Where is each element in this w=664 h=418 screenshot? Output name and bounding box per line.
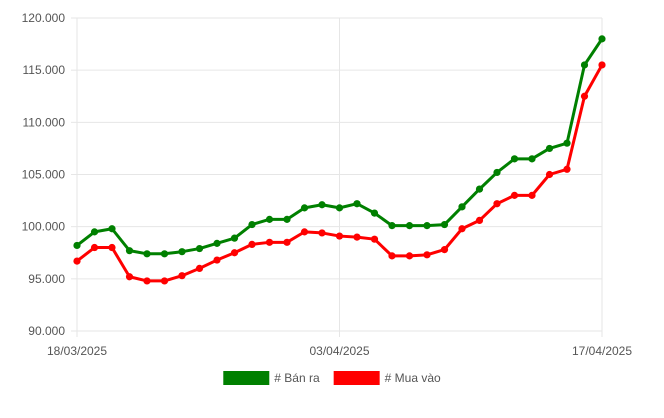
data-point[interactable] [230, 249, 239, 257]
series-mua-vao [73, 61, 606, 285]
y-tick-label: 105.000 [22, 168, 66, 182]
data-point[interactable] [388, 252, 396, 260]
data-point[interactable] [405, 222, 414, 230]
data-point[interactable] [458, 203, 466, 211]
data-point[interactable] [178, 248, 186, 256]
data-point[interactable] [213, 239, 221, 247]
x-tick-label: 03/04/2025 [309, 344, 369, 358]
data-point[interactable] [125, 273, 134, 281]
data-point[interactable] [370, 235, 379, 243]
legend-label: # Mua vào [385, 371, 441, 385]
data-point[interactable] [458, 225, 466, 233]
data-point[interactable] [598, 35, 606, 43]
data-point[interactable] [265, 215, 274, 223]
data-point[interactable] [90, 228, 99, 236]
data-point[interactable] [335, 204, 344, 212]
legend-label: # Bán ra [274, 371, 320, 385]
y-tick-label: 120.000 [22, 11, 66, 25]
y-tick-label: 115.000 [23, 63, 66, 77]
data-point[interactable] [73, 257, 81, 265]
axes: 90.000 95.000 100.000 105.000 110.000 115.000… [22, 11, 633, 358]
data-point[interactable] [580, 61, 589, 69]
data-point[interactable] [423, 251, 431, 259]
data-point[interactable] [493, 168, 501, 177]
x-tick-label: 17/04/2025 [572, 344, 632, 358]
y-tick-label: 95.000 [28, 272, 65, 286]
data-point[interactable] [493, 200, 501, 208]
data-point[interactable] [143, 250, 151, 258]
data-point[interactable] [283, 215, 291, 223]
data-point[interactable] [230, 234, 239, 242]
data-point[interactable] [563, 139, 571, 147]
data-point[interactable] [265, 238, 274, 246]
data-point[interactable] [283, 238, 291, 246]
legend-swatch [333, 371, 380, 385]
data-point[interactable] [300, 228, 309, 236]
data-point[interactable] [125, 247, 134, 255]
series-ban-ra [73, 35, 606, 258]
data-point[interactable] [528, 191, 536, 199]
data-point[interactable] [510, 155, 519, 163]
data-point[interactable] [563, 165, 571, 173]
data-point[interactable] [353, 233, 361, 241]
y-tick-label: 100.000 [22, 220, 66, 234]
series-layer [73, 35, 606, 285]
data-point[interactable] [318, 201, 326, 209]
data-point[interactable] [370, 209, 379, 217]
data-point[interactable] [528, 155, 536, 163]
data-point[interactable] [475, 216, 484, 225]
data-point[interactable] [195, 244, 204, 253]
data-point[interactable] [160, 250, 169, 258]
data-point[interactable] [335, 232, 344, 240]
data-point[interactable] [440, 246, 449, 254]
data-point[interactable] [248, 240, 256, 249]
data-point[interactable] [143, 277, 151, 285]
data-point[interactable] [90, 243, 99, 252]
data-point[interactable] [108, 243, 116, 252]
legend: # Bán ra # Mua vào [223, 371, 441, 385]
y-tick-label: 90.000 [28, 324, 65, 338]
data-point[interactable] [580, 92, 589, 100]
data-point[interactable] [108, 225, 116, 233]
data-point[interactable] [318, 229, 326, 237]
grid [71, 17, 603, 337]
data-point[interactable] [160, 277, 169, 285]
data-point[interactable] [510, 191, 519, 199]
x-tick-label: 18/03/2025 [47, 344, 107, 358]
data-point[interactable] [440, 220, 449, 229]
data-point[interactable] [388, 222, 396, 230]
data-point[interactable] [545, 144, 554, 153]
data-point[interactable] [178, 272, 186, 280]
data-point[interactable] [300, 204, 309, 212]
data-point[interactable] [545, 170, 554, 179]
legend-item[interactable]: # Mua vào [333, 371, 441, 385]
data-point[interactable] [73, 241, 81, 250]
legend-swatch [223, 371, 270, 385]
data-point[interactable] [248, 220, 256, 229]
data-point[interactable] [423, 222, 431, 230]
data-point[interactable] [213, 256, 221, 264]
y-tick-label: 110.000 [23, 115, 66, 129]
data-point[interactable] [353, 200, 361, 208]
legend-item[interactable]: # Bán ra [223, 371, 320, 385]
data-point[interactable] [598, 61, 606, 69]
data-point[interactable] [405, 252, 414, 260]
data-point[interactable] [475, 185, 484, 193]
data-point[interactable] [195, 264, 204, 272]
